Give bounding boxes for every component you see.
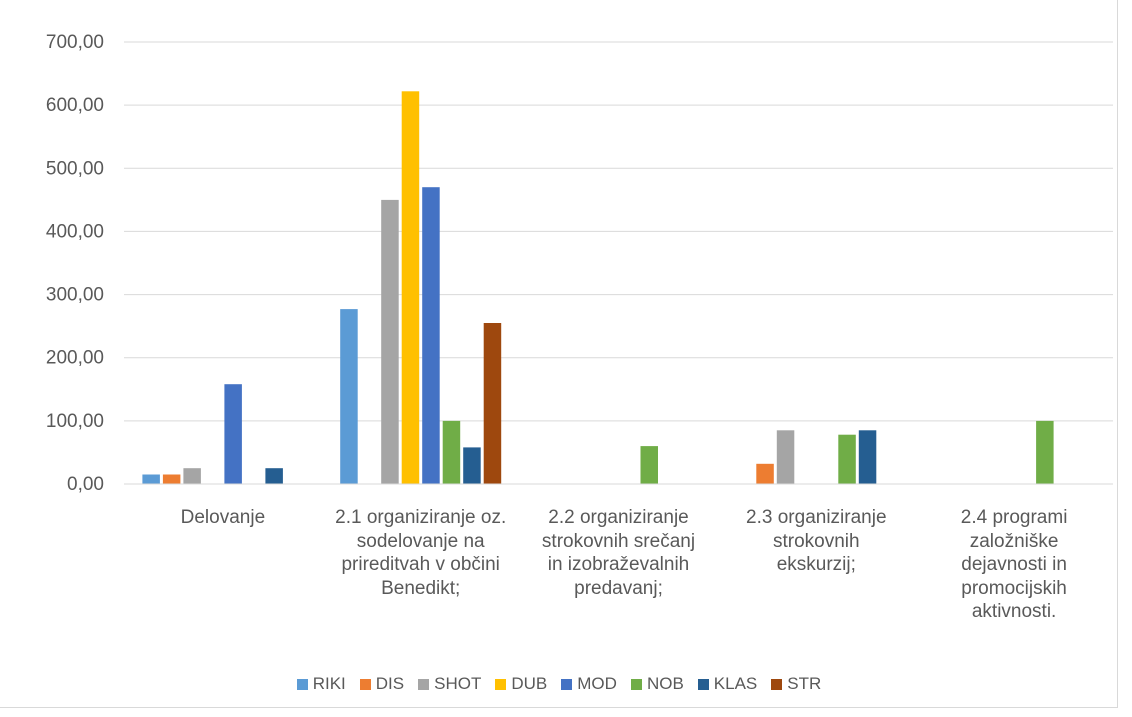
legend-label: DIS xyxy=(375,674,405,693)
bar-dis xyxy=(756,463,774,484)
legend-label: SHOT xyxy=(434,674,482,693)
bar-nob xyxy=(1036,420,1054,484)
bar-shot xyxy=(183,468,201,484)
bar-klas xyxy=(265,468,283,484)
y-axis-ticks: 0,00 100,00 200,00 300,00 400,00 500,00 600,00… xyxy=(46,32,104,495)
y-tick-label: 400,00 xyxy=(46,221,104,242)
legend-label: RIKI xyxy=(312,674,346,693)
legend-swatch xyxy=(561,678,573,690)
bar-klas xyxy=(463,447,481,484)
y-tick-label: 200,00 xyxy=(46,348,104,369)
legend-item-shot: SHOT xyxy=(418,674,481,694)
bars xyxy=(142,91,1054,485)
bar-shot xyxy=(381,199,399,484)
legend-item-dis: DIS xyxy=(359,674,405,694)
x-category-label: Delovanje xyxy=(180,507,266,528)
y-tick-label: 700,00 xyxy=(46,32,104,53)
legend-label: DUB xyxy=(511,674,548,693)
bar-riki xyxy=(340,309,358,484)
legend-item-klas: KLAS xyxy=(697,674,758,694)
bar-nob xyxy=(838,434,856,484)
bar-nob xyxy=(640,446,658,484)
legend: RIKI DIS SHOT DUB MOD NOB KLAS STR xyxy=(0,674,1118,694)
bar-str xyxy=(483,323,502,484)
legend-swatch xyxy=(296,678,308,690)
legend-item-riki: RIKI xyxy=(296,674,346,694)
legend-item-dub: DUB xyxy=(495,674,547,694)
legend-swatch xyxy=(697,678,709,690)
x-category-label: 2.3 organiziranje strokovnih ekskurzij; xyxy=(746,507,887,575)
bar-mod xyxy=(224,384,242,484)
y-tick-label: 100,00 xyxy=(46,411,104,432)
y-tick-label: 0,00 xyxy=(67,474,104,495)
legend-item-mod: MOD xyxy=(561,674,617,694)
legend-label: NOB xyxy=(646,674,684,693)
legend-swatch xyxy=(495,678,507,690)
bar-dis xyxy=(162,474,181,484)
bar-mod xyxy=(422,187,440,484)
legend-item-str: STR xyxy=(771,674,821,694)
legend-swatch xyxy=(630,678,642,690)
y-tick-label: 600,00 xyxy=(46,95,104,116)
x-category-label: 2.2 organiziranje strokovnih srečanj in … xyxy=(541,507,696,599)
legend-swatch xyxy=(359,678,371,690)
legend-swatch xyxy=(771,678,783,690)
bar-shot xyxy=(776,430,795,484)
y-tick-label: 500,00 xyxy=(46,158,104,179)
bar-dub xyxy=(401,91,420,485)
bar-nob xyxy=(442,420,461,484)
x-category-label: 2.4 programi založniške dejavnosti in pr… xyxy=(960,507,1068,622)
y-tick-label: 300,00 xyxy=(46,285,104,306)
legend-swatch xyxy=(418,678,430,690)
legend-label: STR xyxy=(787,674,822,693)
legend-label: KLAS xyxy=(713,674,758,693)
legend-item-nob: NOB xyxy=(630,674,684,694)
bar-klas xyxy=(858,430,877,484)
x-category-label: 2.1 organiziranje oz. sodelovanje na pri… xyxy=(335,507,507,599)
gridlines xyxy=(124,41,1113,422)
legend-label: MOD xyxy=(577,674,617,693)
chart-frame xyxy=(0,0,1118,708)
bar-riki xyxy=(142,474,160,484)
